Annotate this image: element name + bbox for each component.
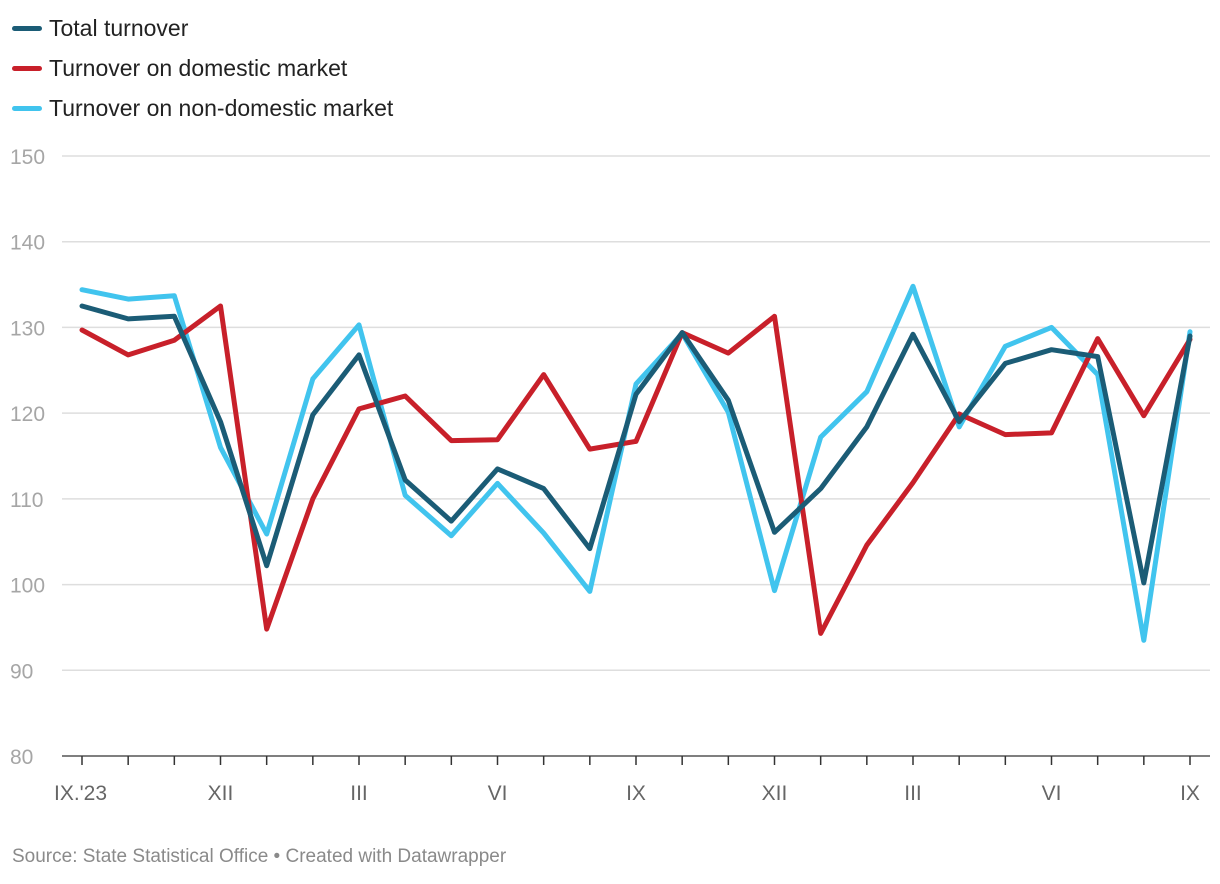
x-tick-label-4: IX <box>626 782 646 805</box>
x-tick-label-3: VI <box>488 782 508 805</box>
chart-legend: Total turnover Turnover on domestic mark… <box>12 8 393 128</box>
x-tick-label-2: III <box>350 782 368 805</box>
x-tick-label-6: III <box>904 782 922 805</box>
x-tick-label-1: XII <box>208 782 234 805</box>
legend-item-total-turnover: Total turnover <box>12 8 393 48</box>
y-tick-label-100: 100 <box>10 575 45 598</box>
series-line-turnover-on-domestic-market <box>79 303 1193 636</box>
x-tick-label-0: IX.'23 <box>54 782 107 805</box>
legend-item-domestic-market: Turnover on domestic market <box>12 48 393 88</box>
x-tick-label-8: IX <box>1180 782 1200 805</box>
y-tick-label-90: 90 <box>10 660 33 683</box>
y-tick-label-110: 110 <box>10 489 43 512</box>
y-tick-label-120: 120 <box>10 403 45 426</box>
legend-swatch-domestic-market <box>12 65 42 71</box>
y-tick-label-140: 140 <box>10 232 45 255</box>
legend-label-total-turnover: Total turnover <box>49 14 189 41</box>
y-tick-label-130: 130 <box>10 317 45 340</box>
y-tick-label-80: 80 <box>10 746 33 769</box>
chart-footer-source: Source: State Statistical Office • Creat… <box>12 846 507 867</box>
x-tick-label-5: XII <box>762 782 788 805</box>
x-tick-label-7: VI <box>1042 782 1062 805</box>
legend-item-non-domestic-market: Turnover on non-domestic market <box>12 88 393 128</box>
series-line-turnover-on-non-domestic-market <box>79 283 1193 643</box>
legend-swatch-non-domestic-market <box>12 105 42 111</box>
legend-label-non-domestic-market: Turnover on non-domestic market <box>49 94 394 121</box>
series-line-total-turnover <box>79 303 1193 586</box>
legend-swatch-total-turnover <box>12 25 42 31</box>
legend-label-domestic-market: Turnover on domestic market <box>49 54 348 81</box>
y-tick-label-150: 150 <box>10 146 45 169</box>
